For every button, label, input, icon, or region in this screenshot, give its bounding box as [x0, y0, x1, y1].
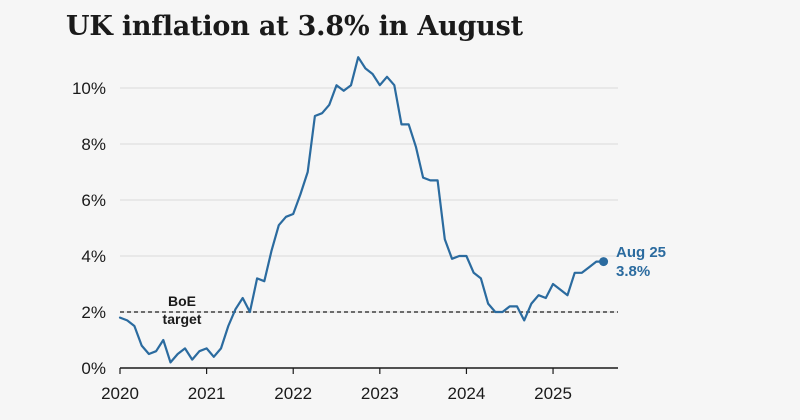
x-tick-label: 2021 [188, 384, 226, 403]
x-tick-label: 2024 [448, 384, 486, 403]
x-tick-label: 2022 [274, 384, 312, 403]
x-tick-label: 2020 [101, 384, 139, 403]
x-axis: 2020 2021 2022 2023 2024 2025 [101, 367, 618, 403]
y-tick-label: 4% [81, 247, 106, 266]
end-label-value: 3.8% [616, 263, 650, 280]
boe-label: BoE [168, 293, 196, 309]
latest-data-point [599, 257, 609, 267]
y-tick-label: 8% [81, 135, 106, 154]
series-layer [118, 56, 605, 364]
end-label-date: Aug 25 [616, 244, 666, 261]
y-tick-label: 6% [81, 191, 106, 210]
y-tick-label: 2% [81, 303, 106, 322]
chart-title: UK inflation at 3.8% in August [66, 11, 523, 42]
boe-target-reference: BoE target [120, 293, 618, 327]
inflation-series-line [118, 56, 605, 364]
end-annotation: Aug 25 3.8% [599, 244, 666, 280]
x-tick-label: 2025 [534, 384, 572, 403]
y-tick-label: 0% [81, 359, 106, 378]
y-axis-tick-labels: 0% 2% 4% 6% 8% 10% [72, 79, 106, 378]
y-tick-label: 10% [72, 79, 106, 98]
x-tick-label: 2023 [361, 384, 399, 403]
target-label: target [163, 311, 202, 327]
gridlines [120, 87, 618, 313]
